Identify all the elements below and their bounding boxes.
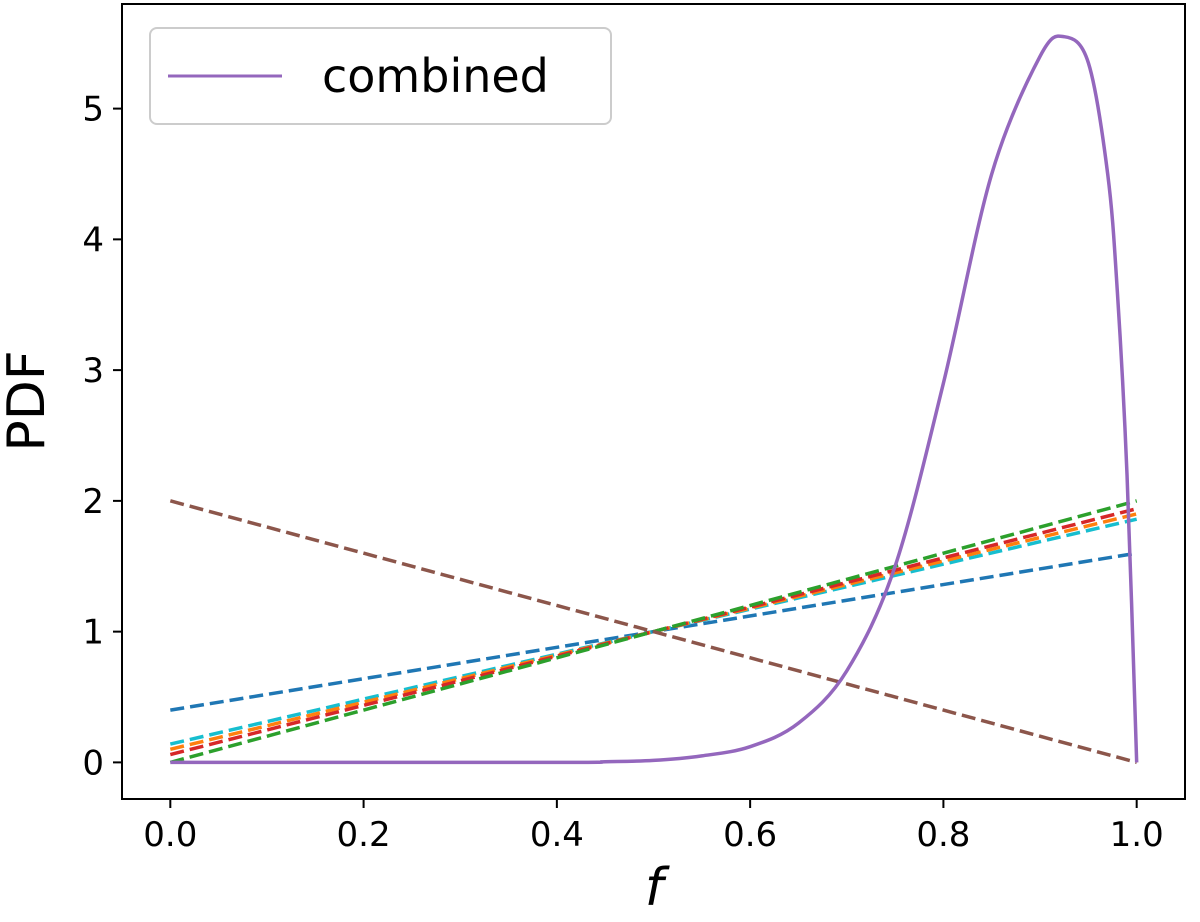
series-line-brown — [169, 499, 1138, 765]
x-tick-label: 0.2 — [337, 815, 391, 855]
y-axis-label: PDF — [0, 350, 57, 451]
legend: combined — [149, 27, 612, 125]
y-tick-label: 1 — [82, 613, 104, 653]
y-tick-label: 5 — [82, 90, 104, 130]
y-tick-label: 0 — [82, 743, 104, 783]
plot-area — [122, 4, 1185, 799]
series-line-red — [169, 507, 1138, 757]
series-line-cyan — [169, 517, 1138, 746]
y-tick-label: 2 — [82, 482, 104, 522]
x-axis: 0.0 0.2 0.4 0.6 0.8 1.0 — [143, 799, 1164, 855]
x-tick-label: 0.4 — [530, 815, 584, 855]
legend-box — [149, 27, 612, 125]
y-tick-label: 3 — [82, 351, 104, 391]
x-axis-label: f — [645, 858, 670, 918]
x-tick-label: 0.6 — [723, 815, 777, 855]
x-tick-label: 1.0 — [1110, 815, 1164, 855]
series-line-orange — [169, 512, 1138, 752]
x-tick-label: 0.0 — [143, 815, 197, 855]
x-tick-label: 0.8 — [916, 815, 970, 855]
y-axis: 0 1 2 3 4 5 — [82, 90, 122, 783]
y-tick-label: 4 — [82, 220, 104, 260]
legend-label-combined: combined — [322, 49, 549, 103]
plot-frame — [121, 3, 1186, 800]
series-layer — [169, 34, 1139, 765]
series-line-combined — [170, 34, 1139, 765]
